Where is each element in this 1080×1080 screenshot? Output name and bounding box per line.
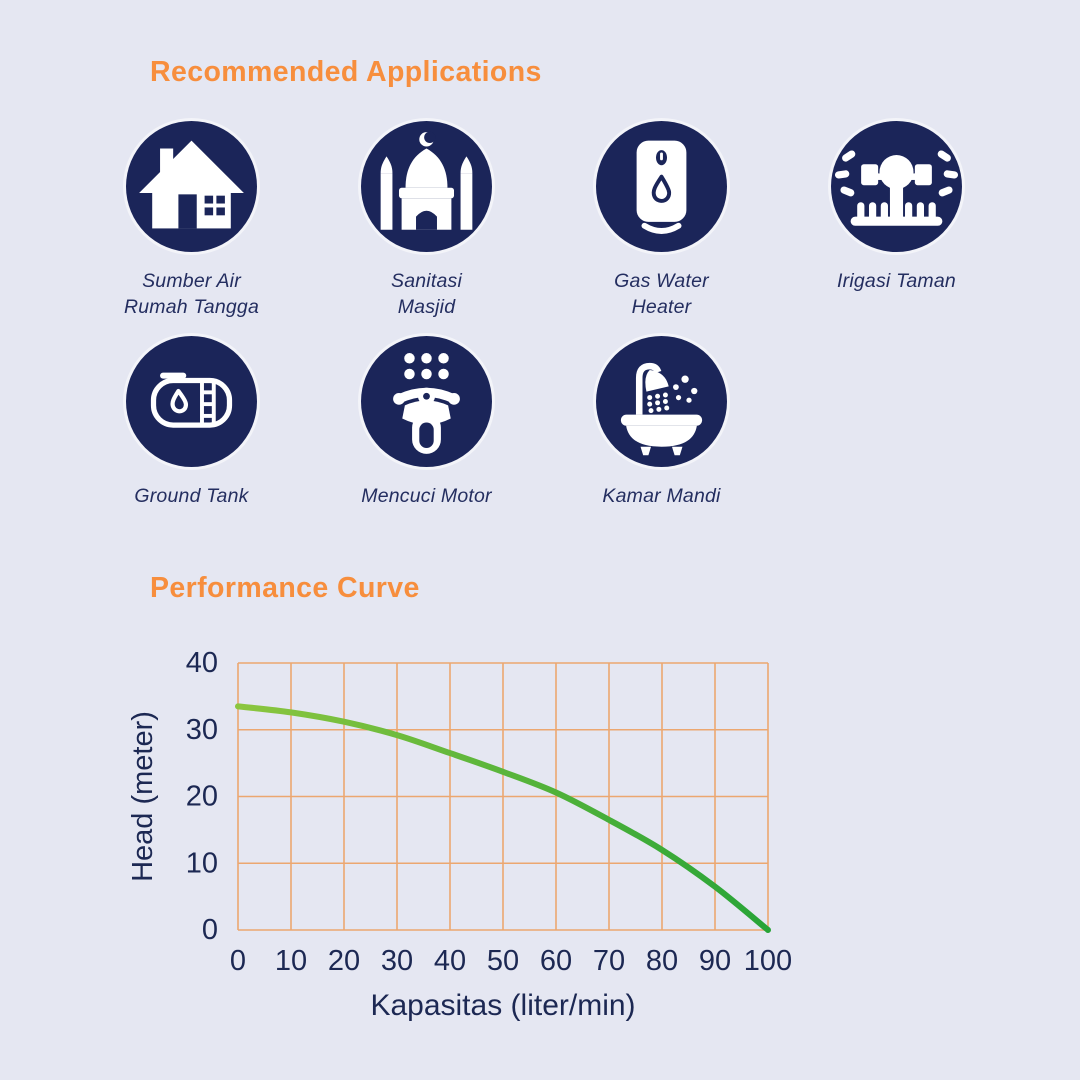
scooter-icon-svg xyxy=(393,353,460,454)
svg-text:20: 20 xyxy=(186,781,218,813)
mosque-icon-svg xyxy=(380,131,473,230)
water-heater-icon-svg xyxy=(636,140,687,234)
application-label: Sumber Air Rumah Tangga xyxy=(123,270,260,318)
water-heater-icon xyxy=(596,121,727,252)
ground-tank-icon-svg xyxy=(150,372,233,428)
svg-text:Head (meter): Head (meter) xyxy=(127,711,159,882)
application-card-irigasi-taman: Irigasi Taman xyxy=(779,121,1014,321)
svg-text:70: 70 xyxy=(593,945,625,977)
svg-text:80: 80 xyxy=(646,945,678,977)
sprinkler-icon-svg xyxy=(834,150,959,226)
application-card-ground-tank: Ground Tank xyxy=(74,336,309,510)
svg-text:90: 90 xyxy=(699,945,731,977)
bathtub-icon xyxy=(596,336,727,467)
svg-text:10: 10 xyxy=(186,847,218,879)
svg-text:30: 30 xyxy=(186,714,218,746)
house-icon xyxy=(126,121,257,252)
application-card-gas-water-heater: Gas Water Heater xyxy=(544,121,779,321)
svg-text:60: 60 xyxy=(540,945,572,977)
application-label: Ground Tank xyxy=(134,485,249,507)
application-card-kamar-mandi: Kamar Mandi xyxy=(544,336,779,510)
ground-tank-icon xyxy=(126,336,257,467)
svg-text:40: 40 xyxy=(186,647,218,679)
application-card-mencuci-motor: Mencuci Motor xyxy=(309,336,544,510)
scooter-icon xyxy=(361,336,492,467)
applications-row-1: Sumber Air Rumah Tangga xyxy=(74,121,1014,321)
applications-row-2: Ground Tank Mencuci Motor xyxy=(74,336,779,510)
application-label: Irigasi Taman xyxy=(837,270,956,292)
application-card-sumber-air: Sumber Air Rumah Tangga xyxy=(74,121,309,321)
svg-text:0: 0 xyxy=(202,914,218,946)
applications-section-title: Recommended Applications xyxy=(150,56,542,88)
application-label: Mencuci Motor xyxy=(361,485,492,507)
svg-text:Kapasitas (liter/min): Kapasitas (liter/min) xyxy=(370,989,635,1022)
mosque-icon xyxy=(361,121,492,252)
svg-text:50: 50 xyxy=(487,945,519,977)
performance-curve-chart: 0 10 20 30 40 50 60 70 80 90 100 0 10 20 30 40 Kapasitas… xyxy=(127,647,792,1022)
application-label: Sanitasi Masjid xyxy=(391,270,462,318)
house-icon-svg xyxy=(139,140,244,229)
svg-text:0: 0 xyxy=(230,945,246,977)
application-label: Kamar Mandi xyxy=(602,485,721,507)
svg-text:100: 100 xyxy=(744,945,792,977)
svg-text:10: 10 xyxy=(275,945,307,977)
performance-section-title: Performance Curve xyxy=(150,572,420,604)
application-card-sanitasi-masjid: Sanitasi Masjid xyxy=(309,121,544,321)
application-label: Gas Water Heater xyxy=(614,270,709,318)
svg-text:30: 30 xyxy=(381,945,413,977)
sprinkler-icon xyxy=(831,121,962,252)
svg-text:20: 20 xyxy=(328,945,360,977)
bathtub-icon-svg xyxy=(620,362,703,456)
svg-text:40: 40 xyxy=(434,945,466,977)
